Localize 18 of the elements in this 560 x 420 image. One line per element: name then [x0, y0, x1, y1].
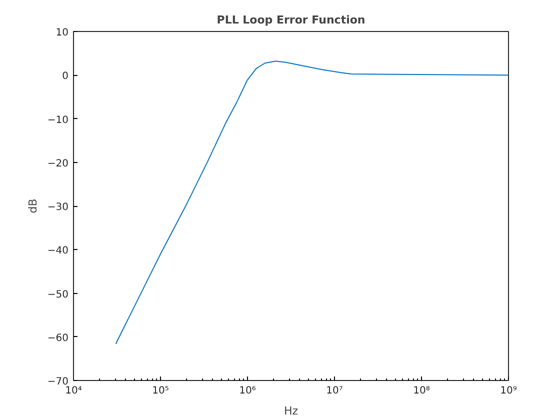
chart-title: PLL Loop Error Function — [216, 14, 366, 26]
y-tick-label: −40 — [47, 246, 69, 257]
y-tick-label: −30 — [47, 202, 69, 213]
y-tick-label: −50 — [47, 289, 69, 300]
y-axis-title: dB — [26, 198, 40, 214]
x-tick-label: 10⁹ — [500, 386, 517, 396]
x-tick-label: 10⁴ — [65, 386, 82, 396]
x-tick-label: 10⁷ — [326, 386, 343, 396]
y-tick-label: 0 — [62, 71, 69, 82]
y-tick-label: −70 — [47, 376, 69, 388]
x-tick-label: 10⁶ — [239, 386, 256, 396]
y-tick-label: −10 — [47, 114, 69, 126]
x-tick-label: 10⁵ — [152, 386, 169, 396]
x-axis-title: Hz — [284, 404, 298, 418]
y-tick-label: 10 — [56, 28, 69, 38]
y-tick-label: −20 — [47, 158, 69, 170]
y-tick-label: −60 — [47, 332, 69, 344]
x-tick-label: 10⁸ — [413, 386, 430, 396]
